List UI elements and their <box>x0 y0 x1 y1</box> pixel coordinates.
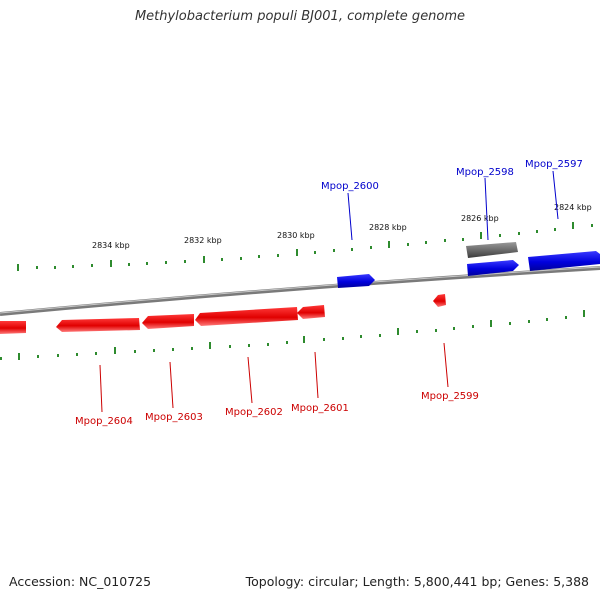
tick-label-2830: 2830 kbp <box>277 231 315 240</box>
gene-label-Mpop_2604: Mpop_2604 <box>75 416 133 427</box>
gray-feature[interactable] <box>466 242 518 258</box>
tick-label-2834: 2834 kbp <box>92 241 130 250</box>
gene-label-Mpop_2601: Mpop_2601 <box>291 403 349 414</box>
gene-label-Mpop_2600: Mpop_2600 <box>321 181 379 192</box>
gene-label-Mpop_2598: Mpop_2598 <box>456 167 514 178</box>
gene-Mpop_2601[interactable] <box>297 305 325 319</box>
gene-Mpop_2603[interactable] <box>142 314 194 329</box>
lower-tick-track <box>0 310 585 360</box>
label-leaders <box>99 170 559 413</box>
genome-summary: Topology: circular; Length: 5,800,441 bp… <box>245 574 589 589</box>
gene-Mpop_2597[interactable] <box>528 251 600 271</box>
gene-Mpop_2602[interactable] <box>195 307 298 326</box>
genome-backbone-highlight <box>0 266 600 314</box>
upper-tick-track <box>17 222 593 271</box>
gene-label-Mpop_2597: Mpop_2597 <box>525 159 583 170</box>
gene-Mpop_2604[interactable] <box>56 318 140 332</box>
gene-Mpop_2598[interactable] <box>467 260 519 276</box>
map-title: Methylobacterium populi BJ001, complete … <box>134 9 466 24</box>
gene-partial-left[interactable] <box>0 321 26 334</box>
tick-label-2828: 2828 kbp <box>369 223 407 232</box>
tick-label-2826: 2826 kbp <box>461 214 499 223</box>
gene-label-Mpop_2603: Mpop_2603 <box>145 412 203 423</box>
accession-text: Accession: NC_010725 <box>9 574 152 589</box>
tick-label-2824: 2824 kbp <box>554 203 592 212</box>
gene-Mpop_2600[interactable] <box>337 274 375 288</box>
gene-label-Mpop_2602: Mpop_2602 <box>225 407 283 418</box>
tick-label-2832: 2832 kbp <box>184 236 222 245</box>
gene-label-Mpop_2599: Mpop_2599 <box>421 391 479 402</box>
genome-backbone <box>0 266 600 316</box>
gene-Mpop_2599[interactable] <box>433 294 446 307</box>
